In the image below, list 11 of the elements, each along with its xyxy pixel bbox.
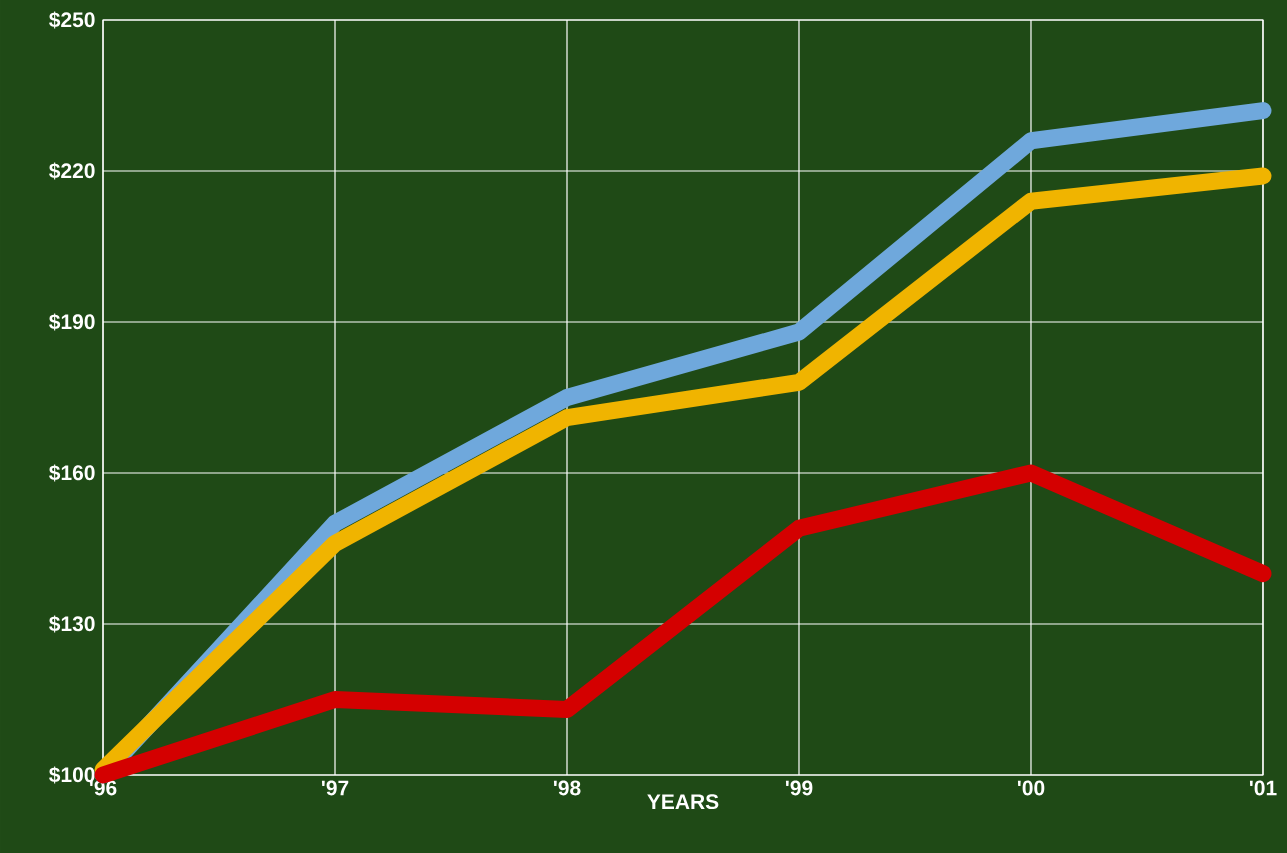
x-tick-label: '97 — [321, 780, 349, 796]
y-tick-label: $160 — [49, 464, 95, 482]
x-tick-label: '98 — [553, 780, 581, 796]
y-tick-label: $190 — [49, 313, 95, 331]
x-tick-label: '01 — [1249, 780, 1277, 796]
y-tick-label: $250 — [49, 11, 95, 29]
x-tick-label: '99 — [785, 780, 813, 796]
y-tick-label: $130 — [49, 615, 95, 633]
y-tick-label: $220 — [49, 162, 95, 180]
x-tick-label: '00 — [1017, 780, 1045, 796]
x-axis-title: YEARS — [647, 794, 719, 810]
